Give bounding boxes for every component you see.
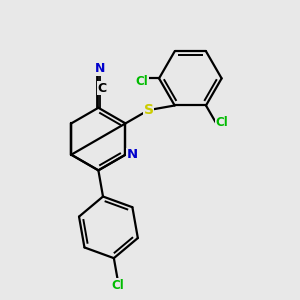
Text: Cl: Cl — [215, 116, 228, 129]
Text: C: C — [98, 82, 107, 94]
Text: N: N — [95, 62, 105, 75]
Text: Cl: Cl — [136, 75, 148, 88]
Text: N: N — [127, 148, 138, 161]
Text: S: S — [143, 103, 154, 117]
Text: Cl: Cl — [111, 279, 124, 292]
